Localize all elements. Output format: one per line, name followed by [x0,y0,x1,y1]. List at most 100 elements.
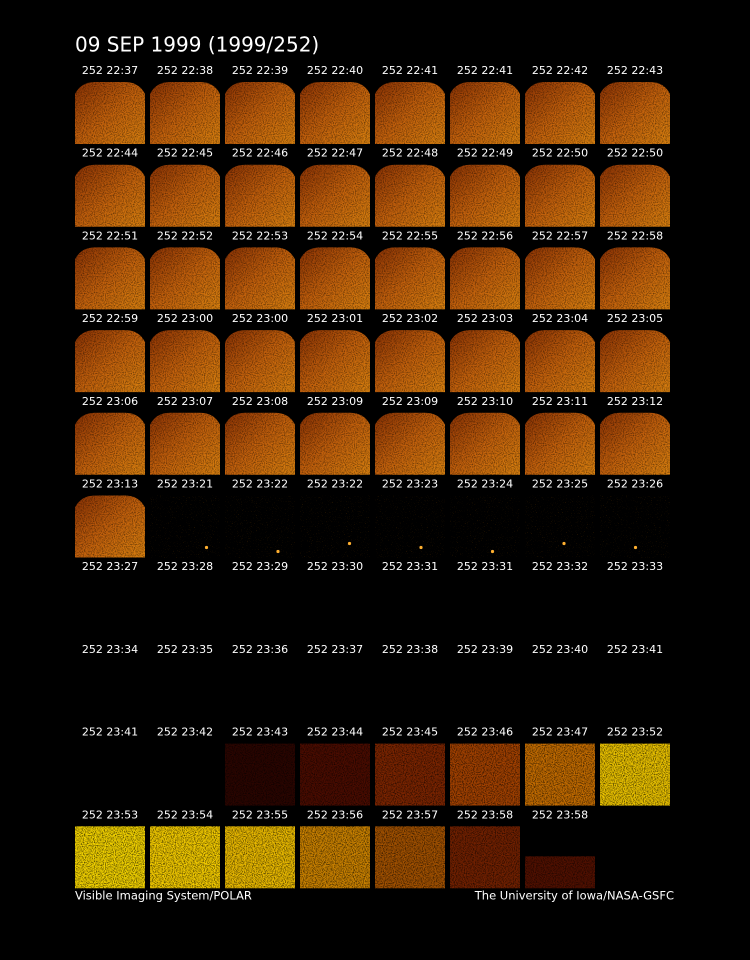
frame-time: 252 23:34 [82,643,138,656]
frame-grain [525,164,595,227]
frame-grain [75,495,145,558]
frame-time: 252 23:03 [457,312,513,325]
frame-grain [225,412,295,475]
frame-time: 252 23:45 [382,726,438,739]
frame-grain [375,247,445,310]
frame-grain [525,412,595,475]
frame-grain [375,826,445,889]
frame-time: 252 23:28 [157,560,213,573]
frame-dot [347,541,352,546]
frame-time: 252 23:02 [382,312,438,325]
frame-time: 252 22:55 [382,229,438,242]
frame-time: 252 23:36 [232,643,288,656]
frame-time: 252 23:30 [307,560,363,573]
frame-grain [225,247,295,310]
frame-grain [225,82,295,144]
frame-time: 252 22:46 [232,147,288,160]
frame-time: 252 23:32 [532,560,588,573]
frame-grain [450,247,520,310]
frame-time: 252 22:37 [82,64,138,77]
frame-time: 252 23:44 [307,726,363,739]
frame-grain [525,743,595,806]
frame-grain [600,247,670,310]
frame-time: 252 23:09 [382,395,438,408]
frame-dot [276,549,280,554]
frame-time: 252 23:22 [232,478,288,491]
frame-grain [150,330,220,393]
frame-dot [490,549,495,554]
frame-grain [75,164,145,227]
frame-grain [450,82,520,144]
frame-time: 252 22:50 [607,147,663,160]
frame-time: 252 22:41 [382,64,438,77]
frame-grain [450,743,520,806]
frame-time: 252 23:10 [457,395,513,408]
frame-sparks [300,495,370,558]
frame-time: 252 23:41 [607,643,663,656]
frame-grain [75,412,145,475]
frame-grain [300,826,370,889]
frame-time: 252 22:48 [382,147,438,160]
frame-time: 252 23:35 [157,643,213,656]
frame-grain [600,330,670,393]
frame-time: 252 23:06 [82,395,138,408]
frame-grain [600,412,670,475]
frame-grain [75,330,145,393]
frame-grain [450,164,520,227]
frame-time: 252 23:29 [232,560,288,573]
frame-time: 252 23:04 [532,312,588,325]
frame-time: 252 22:59 [82,312,138,325]
frame-time: 252 22:40 [307,64,363,77]
frame-time: 252 22:57 [532,229,588,242]
frame-time: 252 22:47 [307,147,363,160]
frame-grain [300,743,370,806]
frame-time: 252 23:33 [607,560,663,573]
frame-grain [300,164,370,227]
frame-time: 252 22:39 [232,64,288,77]
frame-time: 252 23:53 [82,808,138,821]
frame-time: 252 22:41 [457,64,513,77]
frame-grain [375,164,445,227]
frame-grain [525,247,595,310]
frame-grain [300,82,370,144]
frame-time: 252 23:11 [532,395,588,408]
frame-grain [450,826,520,889]
frame-time: 252 23:22 [307,478,363,491]
frame-grain [150,826,220,889]
frame-time: 252 23:31 [382,560,438,573]
frame-grain [525,856,595,889]
frame-time: 252 23:46 [457,726,513,739]
frame-time: 252 23:41 [82,726,138,739]
frame-time: 252 23:23 [382,478,438,491]
frame-grain [150,164,220,227]
frame-grain [525,82,595,144]
frame-time: 252 23:08 [232,395,288,408]
frame-time: 252 23:43 [232,726,288,739]
footer-right: The University of Iowa/NASA-GSFC [474,889,674,903]
frame-time: 252 23:12 [607,395,663,408]
frame-grain [150,247,220,310]
frame-time: 252 22:58 [607,229,663,242]
frame-time: 252 22:43 [607,64,663,77]
frame-time: 252 22:42 [532,64,588,77]
frame-time: 252 23:21 [157,478,213,491]
frame-time: 252 23:55 [232,808,288,821]
frame-grain [225,826,295,889]
frame-grain [75,247,145,310]
frame-dot [204,545,209,550]
frame-grain [600,82,670,144]
frame-time: 252 23:39 [457,643,513,656]
frame-time: 252 23:00 [232,312,288,325]
frame-time: 252 23:26 [607,478,663,491]
frame-time: 252 22:50 [532,147,588,160]
frame-sparks [150,495,220,558]
frame-time: 252 23:13 [82,478,138,491]
frame-time: 252 23:07 [157,395,213,408]
frame-grain [300,412,370,475]
frame-time: 252 23:47 [532,726,588,739]
frame-sparks [375,495,445,558]
frame-time: 252 22:53 [232,229,288,242]
frame-grain [600,164,670,227]
